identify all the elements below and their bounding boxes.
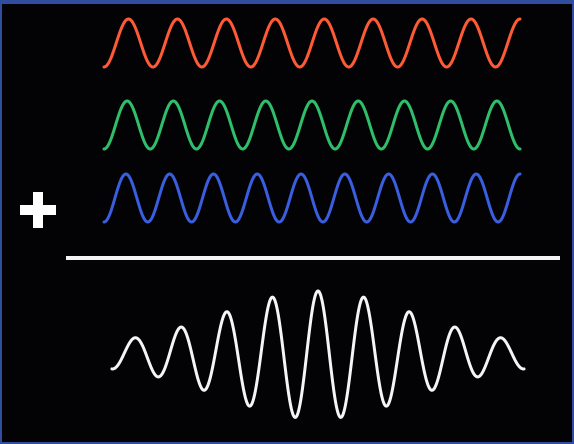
sum-wave — [110, 289, 526, 419]
blue-wave — [102, 172, 522, 224]
plus-sign-vertical-bar — [33, 192, 43, 228]
sum-divider-line — [66, 256, 560, 260]
red-wave — [102, 17, 522, 69]
green-wave — [102, 99, 522, 151]
plus-sign-icon — [18, 190, 58, 230]
